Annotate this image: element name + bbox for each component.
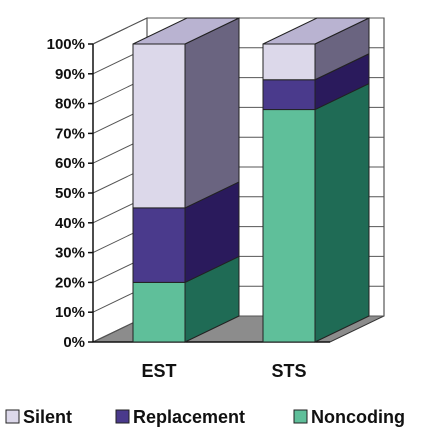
y-tick-labels: 0% 10% 20% 30% 40% 50% 60% 70% 80% 90% 100% [47, 36, 85, 351]
bar-sts-replacement [262, 79, 316, 111]
bar-side-sts-noncoding [314, 82, 370, 343]
y-tick-label: 100% [47, 36, 85, 53]
bar-est-replacement [132, 207, 186, 283]
bar-sts-silent [262, 43, 316, 81]
x-tick-label: STS [271, 361, 306, 381]
y-tick-label: 20% [55, 274, 85, 291]
x-tick-label: EST [141, 361, 176, 381]
legend-swatch-replacement [115, 409, 130, 424]
bar-top-sts [262, 17, 370, 45]
legend-swatch-silent [5, 409, 20, 424]
legend-label-noncoding: Noncoding [311, 407, 405, 427]
bar-est-noncoding [132, 281, 186, 343]
y-tick-label: 80% [55, 96, 85, 113]
bar-side-est-silent [184, 17, 240, 209]
y-tick-label: 40% [55, 215, 85, 232]
bar-top-est [132, 17, 240, 45]
y-tick-label: 90% [55, 66, 85, 83]
bar-sts-noncoding [262, 109, 316, 343]
y-tick-label: 30% [55, 245, 85, 262]
legend-label-replacement: Replacement [133, 407, 245, 427]
bars [132, 17, 370, 343]
y-tick-label: 0% [63, 334, 85, 351]
y-tick-label: 10% [55, 304, 85, 321]
y-tick-label: 60% [55, 155, 85, 172]
legend: Silent Replacement Noncoding [5, 407, 405, 427]
legend-label-silent: Silent [23, 407, 72, 427]
y-tick-label: 70% [55, 125, 85, 142]
bar-est-silent [132, 43, 186, 209]
x-tick-labels: EST STS [141, 361, 306, 381]
y-tick-label: 50% [55, 185, 85, 202]
gridline [92, 17, 384, 45]
legend-swatch-noncoding [293, 409, 308, 424]
